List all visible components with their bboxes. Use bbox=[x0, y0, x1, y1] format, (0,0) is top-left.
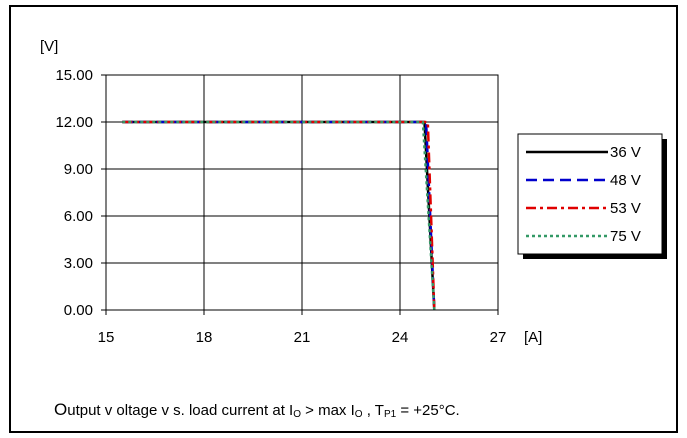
caption-text-d: = +25°C. bbox=[396, 402, 460, 419]
caption-sub-o1: O bbox=[293, 409, 301, 420]
y-tick-label: 0.00 bbox=[64, 302, 93, 319]
x-tick-label: 24 bbox=[392, 329, 409, 346]
x-tick-label: 27 bbox=[490, 329, 507, 346]
legend-label-3: 53 V bbox=[610, 200, 641, 217]
series-line-4 bbox=[122, 120, 436, 311]
caption-lead-letter: O bbox=[54, 400, 68, 419]
caption-text-c: , T bbox=[362, 402, 384, 419]
legend-label-1: 36 V bbox=[610, 144, 641, 161]
y-axis-unit-label: [V] bbox=[40, 38, 58, 55]
axes bbox=[105, 74, 499, 311]
caption-text-a: utput v oltage v s. load current at I bbox=[67, 402, 294, 419]
y-tick-label: 6.00 bbox=[64, 208, 93, 225]
y-tick-label: 15.00 bbox=[55, 67, 93, 84]
x-tick-label: 21 bbox=[294, 329, 311, 346]
x-tick-label: 15 bbox=[98, 329, 115, 346]
tick-labels: 0.00 3.00 6.00 9.00 12.00 15.00 15 18 21 24 27 bbox=[55, 67, 506, 346]
y-tick-label: 3.00 bbox=[64, 255, 93, 272]
legend: 36 V 48 V 53 V 75 V bbox=[517, 133, 667, 259]
legend-box bbox=[517, 133, 663, 255]
series-layer bbox=[122, 120, 436, 311]
chart-caption: Output v oltage v s. load current at IO … bbox=[54, 400, 674, 420]
y-tick-label: 9.00 bbox=[64, 161, 93, 178]
y-tick-label: 12.00 bbox=[55, 114, 93, 131]
plot-border bbox=[105, 74, 499, 311]
caption-text-b: > max I bbox=[300, 402, 355, 419]
legend-label-2: 48 V bbox=[610, 172, 641, 189]
legend-label-4: 75 V bbox=[610, 228, 641, 245]
caption-sub-p1: P1 bbox=[383, 409, 397, 420]
caption-sub-o2: O bbox=[354, 409, 363, 420]
x-tick-label: 18 bbox=[196, 329, 213, 346]
x-axis-unit-label: [A] bbox=[524, 329, 542, 346]
